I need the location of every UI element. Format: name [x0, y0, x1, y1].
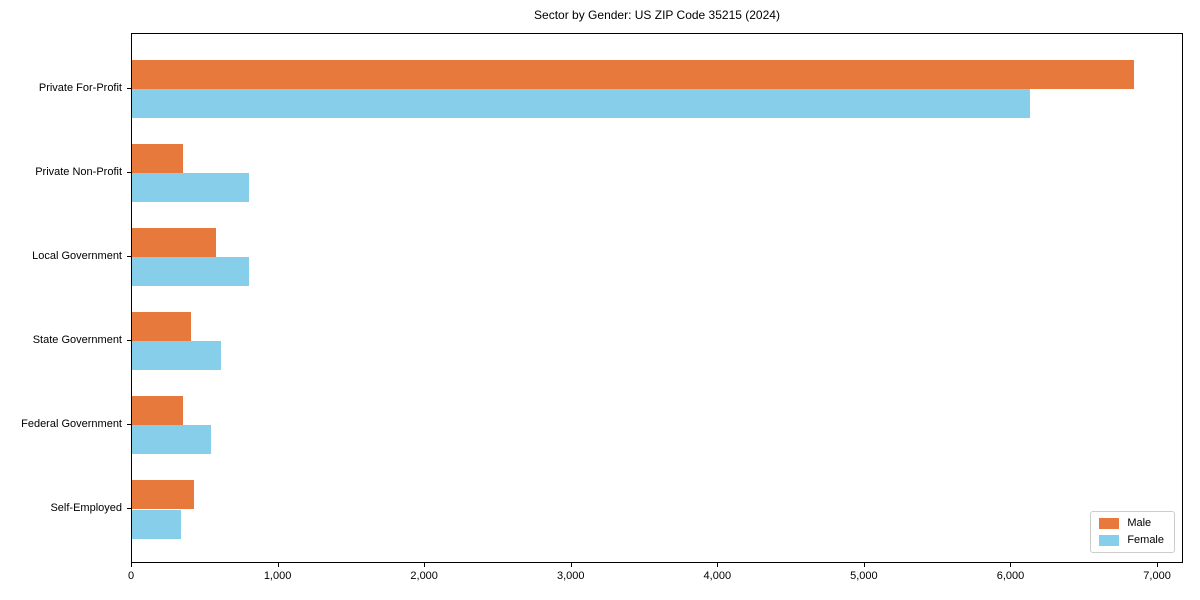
- y-tick-mark: [127, 87, 131, 89]
- bar-female-local-government: [132, 257, 250, 287]
- legend-label: Male: [1127, 517, 1152, 529]
- x-tick-mark: [863, 563, 865, 567]
- y-axis-label: Local Government: [32, 249, 122, 262]
- bar-male-federal-government: [132, 395, 184, 425]
- y-tick-mark: [127, 171, 131, 173]
- x-tick-label: 7,000: [1143, 570, 1171, 582]
- bar-female-private-for-profit: [132, 89, 1031, 118]
- bar-male-private-non-profit: [132, 143, 184, 173]
- y-tick-mark: [127, 339, 131, 341]
- y-axis-label: Private Non-Profit: [35, 165, 122, 178]
- y-axis-label: State Government: [32, 333, 122, 346]
- x-tick-label: 4,000: [703, 570, 732, 582]
- chart-title: Sector by Gender: US ZIP Code 35215 (202…: [534, 8, 780, 22]
- plot-area: Male Female: [131, 33, 1183, 563]
- x-tick-label: 3,000: [556, 570, 585, 582]
- x-tick-mark: [717, 563, 719, 567]
- y-axis-label: Private For-Profit: [38, 81, 122, 94]
- x-tick-label: 2,000: [410, 570, 438, 582]
- bar-male-private-for-profit: [132, 59, 1135, 89]
- x-tick-mark: [277, 563, 279, 567]
- legend-entry-female: Female: [1099, 535, 1164, 546]
- bar-male-state-government: [132, 311, 192, 341]
- bar-female-self-employed: [132, 509, 181, 539]
- x-tick-label: 6,000: [996, 570, 1025, 582]
- y-axis-label: Federal Government: [21, 417, 122, 430]
- x-tick-label: 1,000: [263, 570, 292, 582]
- x-tick-mark: [1010, 563, 1012, 567]
- bar-male-self-employed: [132, 480, 195, 509]
- x-tick-mark: [131, 563, 132, 567]
- legend-swatch-female: [1099, 535, 1120, 546]
- y-tick-mark: [127, 508, 131, 509]
- bar-male-local-government: [132, 227, 217, 257]
- x-tick-mark: [424, 563, 426, 567]
- x-tick-mark: [570, 563, 572, 567]
- bar-female-state-government: [132, 341, 222, 371]
- x-tick-label: 0: [127, 570, 135, 582]
- legend-entry-male: Male: [1099, 518, 1164, 529]
- legend-swatch-male: [1099, 518, 1120, 529]
- y-axis-label: Self-Employed: [50, 502, 122, 514]
- legend: Male Female: [1090, 511, 1175, 553]
- legend-label: Female: [1127, 534, 1164, 546]
- y-tick-mark: [127, 255, 131, 257]
- x-tick-mark: [1157, 563, 1159, 567]
- x-tick-label: 5,000: [850, 570, 878, 582]
- bar-female-private-non-profit: [132, 173, 250, 203]
- y-tick-mark: [127, 423, 131, 425]
- bar-female-federal-government: [132, 425, 211, 455]
